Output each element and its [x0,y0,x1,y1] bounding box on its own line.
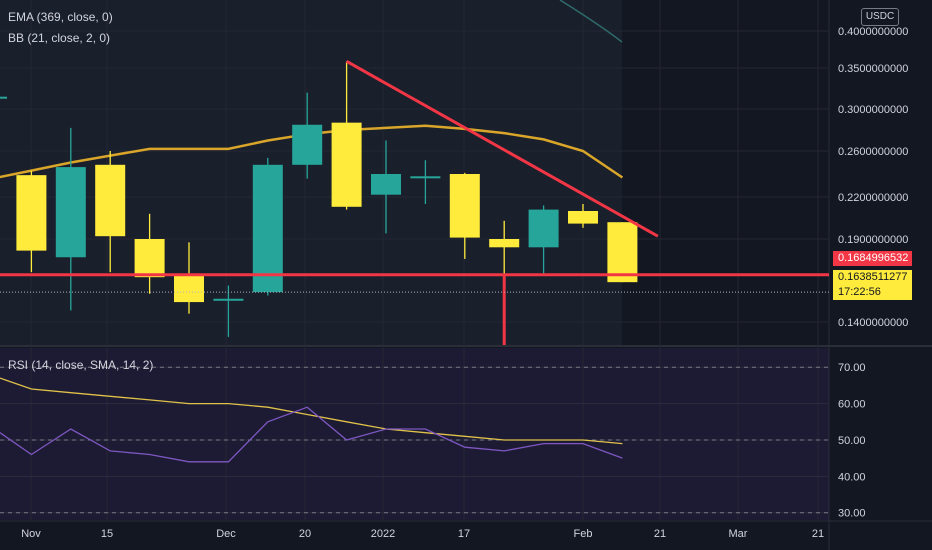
rsi-line [0,406,623,463]
y-tick-label: 0.1400000000 [838,317,908,329]
candle-body [449,174,480,238]
candle-body [292,124,323,165]
descending-trend-line [345,60,659,238]
ema-line [559,0,623,43]
candle [134,213,165,294]
rsi-y-tick-label: 60.00 [838,399,866,411]
candle-body [95,164,126,237]
bb-legend[interactable]: BB (21, close, 2, 0) [8,31,111,45]
candle [292,92,323,179]
candle [449,172,480,259]
candle-body [410,176,441,179]
candle [410,160,441,204]
rsi-legend[interactable]: RSI (14, close, SMA, 14, 2) [8,358,154,372]
y-tick-label: 0.2200000000 [838,192,908,204]
ema-legend[interactable]: EMA (369, close, 0) [8,10,113,24]
x-tick-label: Dec [216,528,236,540]
candle-body [252,164,283,293]
x-tick-label: 17 [458,528,470,540]
candle-body [607,222,638,283]
candle-body [213,298,244,301]
last-price-tag: 0.1638511277 [833,270,912,285]
candle [16,170,47,273]
currency-selector[interactable]: USDC [861,8,899,26]
candle-body [528,209,559,248]
candle [55,127,86,311]
countdown-tag: 17:22:56 [833,285,912,300]
y-tick-label: 0.4000000000 [838,26,908,38]
candle-body [489,239,520,248]
candle [607,222,638,283]
candle [213,285,244,337]
candle-body [0,96,7,99]
candle [568,204,598,228]
candle-body [568,211,598,224]
candle [252,157,283,296]
x-tick-label: Mar [729,528,748,540]
rsi-y-tick-label: 40.00 [838,471,866,483]
candle [95,151,126,273]
candle [371,140,401,234]
y-tick-label: 0.3500000000 [838,63,908,75]
candle [528,205,559,276]
rsi-band-fill [0,348,829,520]
candle-body [134,239,165,278]
rsi-y-tick-label: 30.00 [838,508,866,520]
candle-body [331,122,362,207]
candle-body [16,175,47,251]
y-tick-label: 0.3000000000 [838,104,908,116]
y-tick-label: 0.1900000000 [838,234,908,246]
resistance-price-tag: 0.1684996532 [833,251,912,266]
candle-body [371,174,401,195]
candle [174,242,204,314]
rsi-ma-line [0,377,623,445]
candle-body [174,273,204,303]
candle [489,220,520,278]
x-tick-label: 2022 [371,528,395,540]
history-shade [0,0,622,345]
x-tick-label: 21 [654,528,666,540]
x-tick-label: 20 [299,528,311,540]
rsi-y-tick-label: 50.00 [838,435,866,447]
y-tick-label: 0.2600000000 [838,146,908,158]
candle [0,96,7,99]
x-tick-label: 21 [812,528,824,540]
x-tick-label: 15 [101,528,113,540]
rsi-y-tick-label: 70.00 [838,362,866,374]
candle [331,61,362,210]
x-tick-label: Nov [21,528,41,540]
x-tick-label: Feb [574,528,593,540]
candle-body [55,167,86,258]
